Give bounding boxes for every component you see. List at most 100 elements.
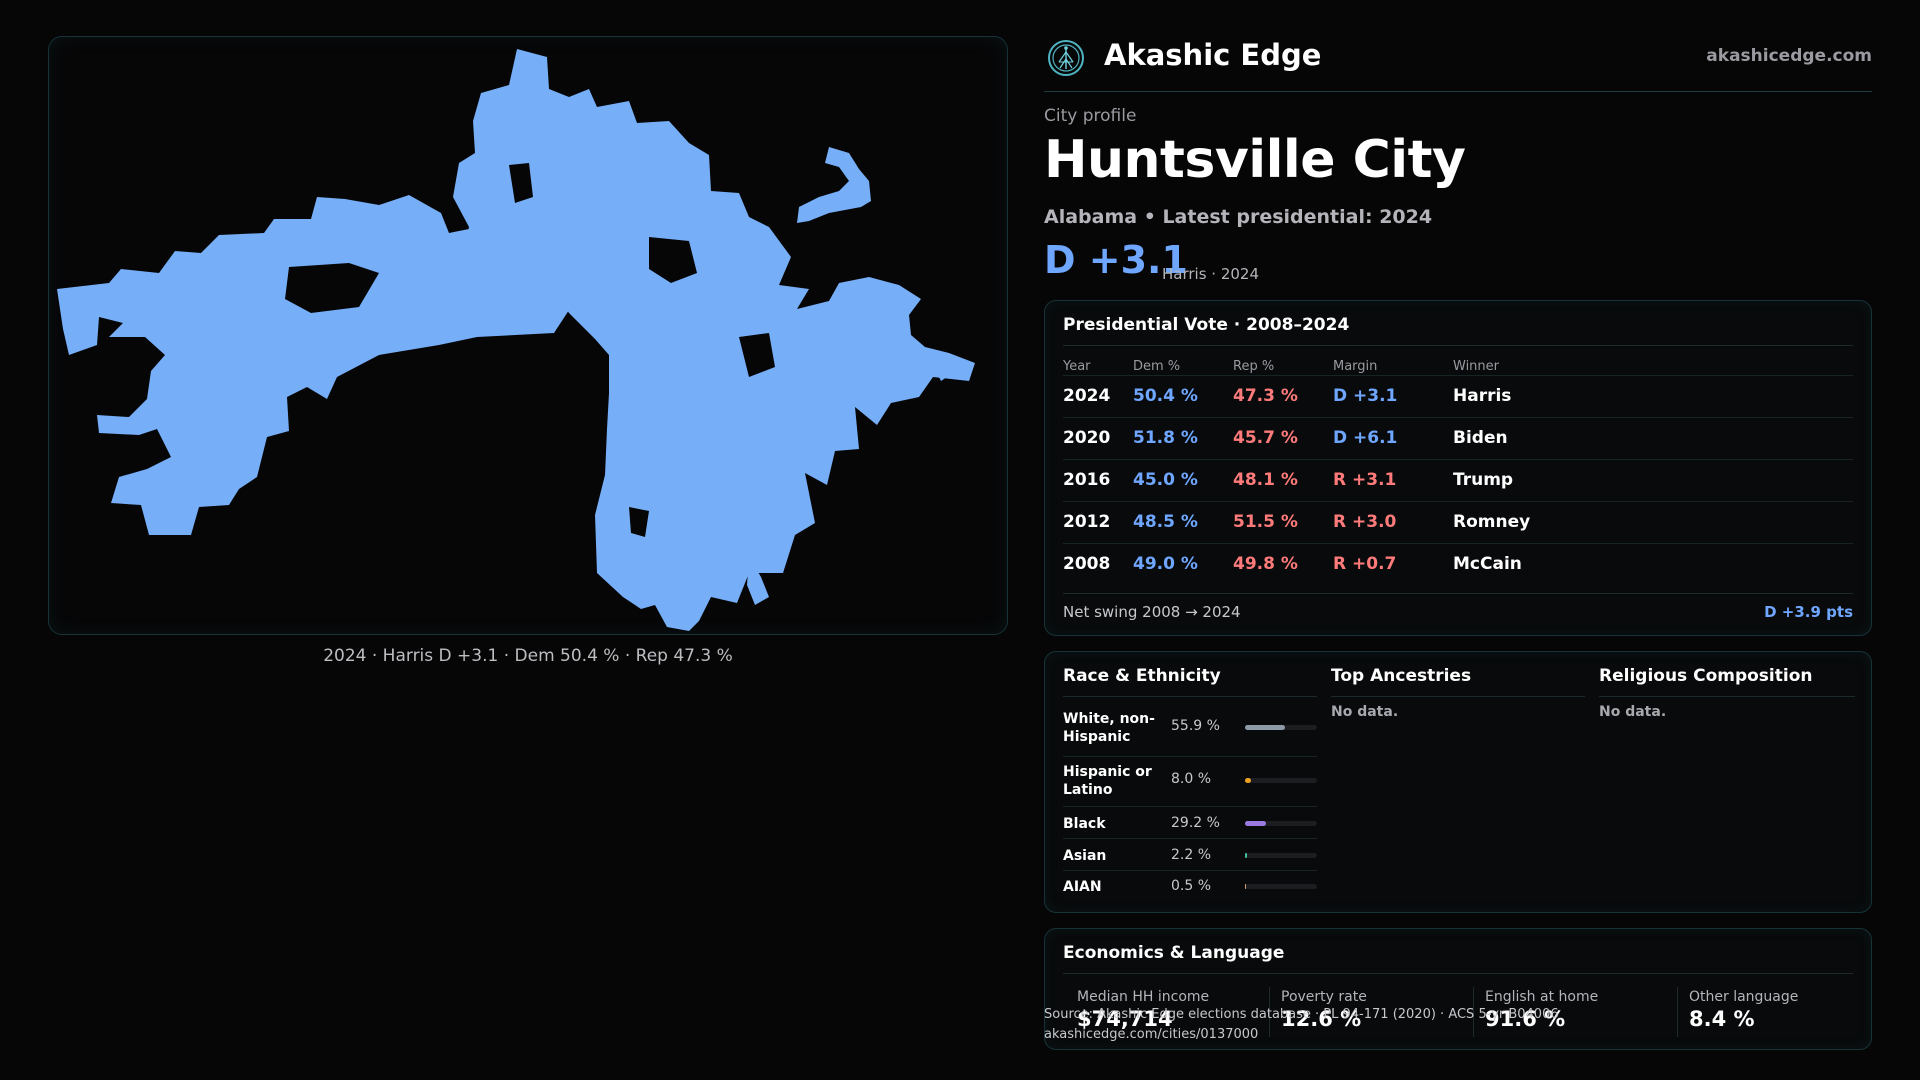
vote-winner: Biden xyxy=(1453,428,1508,448)
tree-of-life-icon[interactable] xyxy=(1048,40,1084,76)
vote-row-2024: 2024 50.4 % 47.3 % D +3.1 Harris xyxy=(1063,375,1853,417)
economics-card: Economics & Language Median HH income $7… xyxy=(1044,928,1872,1050)
religion-section: Religious Composition No data. xyxy=(1599,652,1855,914)
ancestries-title: Top Ancestries xyxy=(1331,666,1472,686)
page-kicker: City profile xyxy=(1044,106,1137,126)
header-margin: Margin xyxy=(1333,359,1378,374)
vote-rep-pct: 49.8 % xyxy=(1233,554,1298,574)
vote-row-2020: 2020 51.8 % 45.7 % D +6.1 Biden xyxy=(1063,417,1853,459)
divider xyxy=(1063,696,1317,697)
vote-rep-pct: 48.1 % xyxy=(1233,470,1298,490)
brand-url-link[interactable]: akashicedge.com xyxy=(1706,46,1872,66)
race-row: Asian 2.2 % xyxy=(1063,838,1317,870)
race-pct: 0.5 % xyxy=(1171,878,1212,894)
divider xyxy=(1331,696,1585,697)
city-boundary-part xyxy=(57,195,571,535)
source-url-link[interactable]: akashicedge.com/cities/0137000 xyxy=(1044,1027,1259,1042)
vote-row-2008: 2008 49.0 % 49.8 % R +0.7 McCain xyxy=(1063,543,1853,585)
race-ethnicity-section: Race & Ethnicity White, non-Hispanic 55.9… xyxy=(1063,652,1317,914)
divider xyxy=(1063,345,1853,346)
vote-year: 2016 xyxy=(1063,470,1111,490)
city-boundary-part xyxy=(747,557,769,605)
vote-dem-pct: 45.0 % xyxy=(1133,470,1198,490)
header-winner: Winner xyxy=(1453,359,1500,374)
page-subtitle: Alabama • Latest presidential: 2024 xyxy=(1044,206,1433,228)
source-note: Source: Akashic Edge elections database … xyxy=(1044,1005,1559,1045)
ancestries-empty: No data. xyxy=(1331,704,1399,720)
brand-name[interactable]: Akashic Edge xyxy=(1104,38,1322,72)
city-boundary-part xyxy=(929,357,959,381)
econ-value: $74,714 xyxy=(1077,1007,1173,1031)
vote-year: 2012 xyxy=(1063,512,1111,532)
race-pct: 55.9 % xyxy=(1171,718,1220,734)
econ-value: 8.4 % xyxy=(1689,1007,1755,1031)
vote-winner: Harris xyxy=(1453,386,1512,406)
vote-margin: D +6.1 xyxy=(1333,428,1398,448)
race-title: Race & Ethnicity xyxy=(1063,666,1221,686)
header-dem: Dem % xyxy=(1133,359,1181,374)
race-label: Asian xyxy=(1063,848,1107,864)
vote-rep-pct: 45.7 % xyxy=(1233,428,1298,448)
race-bar-track xyxy=(1245,853,1317,858)
page-title: Huntsville City xyxy=(1044,130,1466,190)
latest-margin: D +3.1 xyxy=(1044,238,1188,282)
econ-median-income: Median HH income $74,714 xyxy=(1077,989,1209,1031)
divider xyxy=(1473,987,1474,1037)
vote-winner: McCain xyxy=(1453,554,1522,574)
vote-margin: D +3.1 xyxy=(1333,386,1398,406)
econ-label: Poverty rate xyxy=(1281,989,1367,1005)
city-boundary-gap xyxy=(285,263,379,313)
city-boundary-part xyxy=(797,147,871,223)
econ-english-at-home: English at home 91.6 % xyxy=(1485,989,1598,1031)
econ-value: 91.6 % xyxy=(1485,1007,1566,1031)
vote-year: 2008 xyxy=(1063,554,1111,574)
race-row: Hispanic or Latino 8.0 % xyxy=(1063,756,1317,806)
city-boundary-gap xyxy=(379,433,405,467)
econ-poverty-rate: Poverty rate 12.6 % xyxy=(1281,989,1367,1031)
econ-value: 12.6 % xyxy=(1281,1007,1362,1031)
net-swing-value: D +3.9 pts xyxy=(1764,603,1853,621)
map-caption: 2024 · Harris D +3.1 · Dem 50.4 % · Rep … xyxy=(323,646,733,666)
header-year: Year xyxy=(1063,359,1091,374)
divider xyxy=(1599,696,1855,697)
vote-dem-pct: 50.4 % xyxy=(1133,386,1198,406)
race-bar-fill xyxy=(1245,821,1267,826)
divider xyxy=(1269,987,1270,1037)
race-row: AIAN 0.5 % xyxy=(1063,870,1317,902)
vote-dem-pct: 49.0 % xyxy=(1133,554,1198,574)
ancestries-section: Top Ancestries No data. xyxy=(1331,652,1585,914)
latest-margin-note: Harris · 2024 xyxy=(1162,265,1260,283)
vote-rep-pct: 47.3 % xyxy=(1233,386,1298,406)
city-boundary-gap xyxy=(509,163,533,203)
vote-winner: Trump xyxy=(1453,470,1514,490)
vote-margin: R +3.1 xyxy=(1333,470,1397,490)
net-swing-label: Net swing 2008 → 2024 xyxy=(1063,603,1241,621)
econ-label: English at home xyxy=(1485,989,1599,1005)
religion-title: Religious Composition xyxy=(1599,666,1813,686)
race-pct: 2.2 % xyxy=(1171,847,1212,863)
vote-card-title: Presidential Vote · 2008–2024 xyxy=(1063,315,1350,335)
race-label: Hispanic or Latino xyxy=(1063,764,1152,798)
city-boundary-part xyxy=(699,557,721,597)
vote-winner: Romney xyxy=(1453,512,1531,532)
econ-label: Median HH income xyxy=(1077,989,1210,1005)
city-boundary-part xyxy=(449,49,975,631)
city-boundary-gap xyxy=(649,237,697,283)
race-row: Black 29.2 % xyxy=(1063,806,1317,838)
vote-dem-pct: 48.5 % xyxy=(1133,512,1198,532)
race-bar-track xyxy=(1245,778,1317,783)
econ-label: Other language xyxy=(1689,989,1799,1005)
divider xyxy=(1063,973,1853,974)
profile-column: Akashic Edge akashicedge.com City profil… xyxy=(1044,0,1872,1080)
demographics-card: Race & Ethnicity White, non-Hispanic 55.9… xyxy=(1044,651,1872,913)
divider xyxy=(1063,593,1853,594)
city-boundary-map[interactable] xyxy=(48,36,1008,635)
vote-rep-pct: 51.5 % xyxy=(1233,512,1298,532)
city-boundary-shape xyxy=(57,49,975,631)
race-bar-fill xyxy=(1245,884,1246,889)
header-rep: Rep % xyxy=(1233,359,1275,374)
city-boundary-gap xyxy=(629,507,649,537)
race-label: AIAN xyxy=(1063,879,1102,895)
race-bar-track xyxy=(1245,725,1317,730)
